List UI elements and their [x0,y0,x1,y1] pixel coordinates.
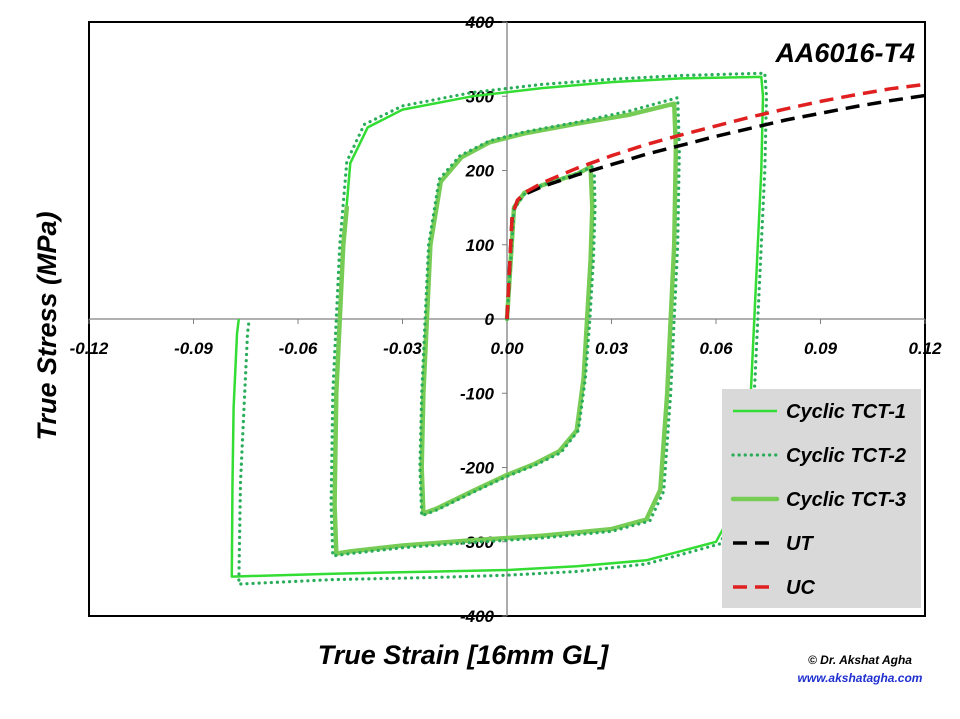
legend-label-cyclic-tct-1: Cyclic TCT-1 [786,401,906,423]
y-tick-label: 0 [485,310,495,329]
y-tick-label: -100 [460,384,495,403]
legend: Cyclic TCT-1 Cyclic TCT-2 Cyclic TCT-3 UT UC [722,389,921,608]
legend-label-uc: UC [786,577,815,599]
series-line-ut [505,93,926,320]
y-tick-label: 100 [466,236,495,255]
legend-label-ut: UT [786,533,814,555]
credit-url: www.akshatagha.com [797,671,923,685]
x-tick-label: 0.00 [490,339,524,358]
x-tick-label: -0.03 [383,339,422,358]
y-tick-label: 400 [465,13,495,32]
series-line-cyclic-tct-3 [332,101,679,556]
credit-name: © Dr. Akshat Agha [808,653,912,667]
x-tick-label: -0.12 [70,339,109,358]
x-tick-label: 0.12 [908,339,942,358]
y-tick-label: 200 [465,162,495,181]
x-tick-label: -0.06 [279,339,318,358]
x-axis-title: True Strain [16mm GL] [318,640,610,670]
y-tick-label: -200 [460,459,495,478]
x-tick-label: 0.06 [699,339,733,358]
legend-label-cyclic-tct-3: Cyclic TCT-3 [786,489,906,511]
legend-label-cyclic-tct-2: Cyclic TCT-2 [786,445,906,467]
annotation-label: AA6016-T4 [774,38,915,68]
y-tick-label: -400 [460,607,495,626]
x-tick-label: -0.09 [174,339,213,358]
x-tick-label: 0.09 [804,339,838,358]
x-tick-label: 0.03 [595,339,629,358]
y-axis-title: True Stress (MPa) [32,211,62,440]
